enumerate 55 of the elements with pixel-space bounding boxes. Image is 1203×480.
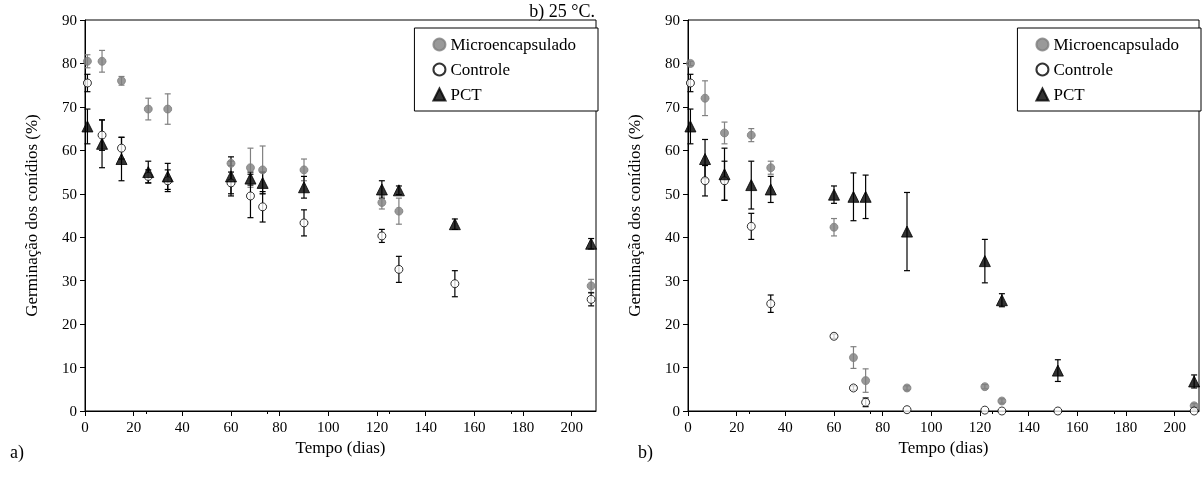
y-tick-label: 40 [665, 229, 680, 246]
y-tick-label: 40 [62, 229, 77, 246]
x-tick-label: 100 [317, 418, 340, 435]
x-tick-label: 60 [223, 418, 239, 435]
x-axis-title: Tempo (dias) [295, 438, 386, 457]
x-tick-label: 60 [826, 418, 842, 435]
legend-label: Controle [450, 60, 510, 79]
y-tick-label: 90 [665, 12, 680, 28]
text: b) [638, 442, 653, 463]
chart-title: b) 25 °C. [529, 1, 595, 22]
y-axis-title: Germinação dos conídios (%) [22, 114, 41, 317]
x-tick-label: 180 [511, 418, 535, 435]
legend-label: Microencapsulado [450, 35, 577, 54]
y-tick-label: 70 [665, 98, 680, 115]
y-tick-label: 70 [62, 98, 77, 115]
x-tick-label: 20 [126, 418, 142, 435]
y-tick-label: 10 [62, 359, 77, 376]
legend-label: PCT [1053, 85, 1086, 104]
legend-label: Microencapsulado [1053, 35, 1180, 54]
x-tick-label: 40 [777, 418, 793, 435]
x-tick-label: 40 [174, 418, 190, 435]
x-tick-label: 0 [684, 418, 692, 435]
x-tick-label: 160 [1066, 418, 1089, 435]
y-tick-label: 60 [62, 142, 77, 159]
legend-label: Controle [1053, 60, 1113, 79]
y-tick-label: 20 [62, 316, 77, 333]
y-tick-label: 50 [665, 185, 680, 202]
legend-label: PCT [450, 85, 483, 104]
x-tick-label: 180 [1114, 418, 1138, 435]
y-tick-label: 90 [62, 12, 77, 28]
x-tick-label: 140 [1017, 418, 1040, 435]
x-tick-label: 100 [920, 418, 943, 435]
y-tick-label: 0 [69, 403, 77, 419]
x-tick-label: 80 [272, 418, 288, 435]
x-tick-label: 200 [560, 418, 583, 435]
y-tick-label: 10 [665, 359, 680, 376]
y-axis-title: Germinação dos conídios (%) [625, 114, 644, 317]
y-tick-label: 80 [665, 55, 680, 72]
y-tick-label: 30 [665, 272, 680, 289]
y-tick-label: 50 [62, 185, 77, 202]
x-tick-label: 200 [1163, 418, 1186, 435]
y-tick-label: 80 [62, 55, 77, 72]
x-tick-label: 120 [365, 418, 389, 435]
x-tick-label: 160 [463, 418, 486, 435]
x-axis-title: Tempo (dias) [898, 438, 989, 457]
x-tick-label: 120 [968, 418, 992, 435]
y-tick-label: 0 [672, 403, 680, 419]
y-tick-label: 30 [62, 272, 77, 289]
x-tick-label: 20 [729, 418, 745, 435]
y-tick-label: 60 [665, 142, 680, 159]
y-tick-label: 20 [665, 316, 680, 333]
x-tick-label: 140 [414, 418, 437, 435]
x-tick-label: 80 [875, 418, 891, 435]
text: a) [10, 442, 24, 463]
x-tick-label: 0 [81, 418, 89, 435]
